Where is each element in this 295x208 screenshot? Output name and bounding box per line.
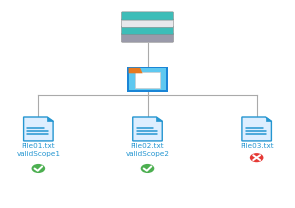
Polygon shape — [47, 117, 53, 121]
Circle shape — [140, 163, 155, 174]
Polygon shape — [242, 117, 271, 141]
FancyBboxPatch shape — [122, 26, 173, 35]
FancyBboxPatch shape — [129, 68, 166, 90]
FancyBboxPatch shape — [122, 19, 173, 27]
FancyBboxPatch shape — [127, 67, 168, 92]
Polygon shape — [133, 117, 162, 141]
Text: File01.txt
validScope1: File01.txt validScope1 — [16, 143, 60, 157]
Text: File03.txt: File03.txt — [240, 143, 273, 149]
Text: File02.txt
validScope2: File02.txt validScope2 — [125, 143, 170, 157]
FancyBboxPatch shape — [135, 72, 160, 88]
Polygon shape — [24, 117, 53, 141]
Polygon shape — [129, 68, 142, 73]
Polygon shape — [156, 117, 162, 121]
Circle shape — [31, 163, 46, 174]
FancyBboxPatch shape — [122, 12, 173, 20]
Circle shape — [249, 152, 264, 163]
Polygon shape — [266, 117, 271, 121]
FancyBboxPatch shape — [122, 33, 173, 42]
